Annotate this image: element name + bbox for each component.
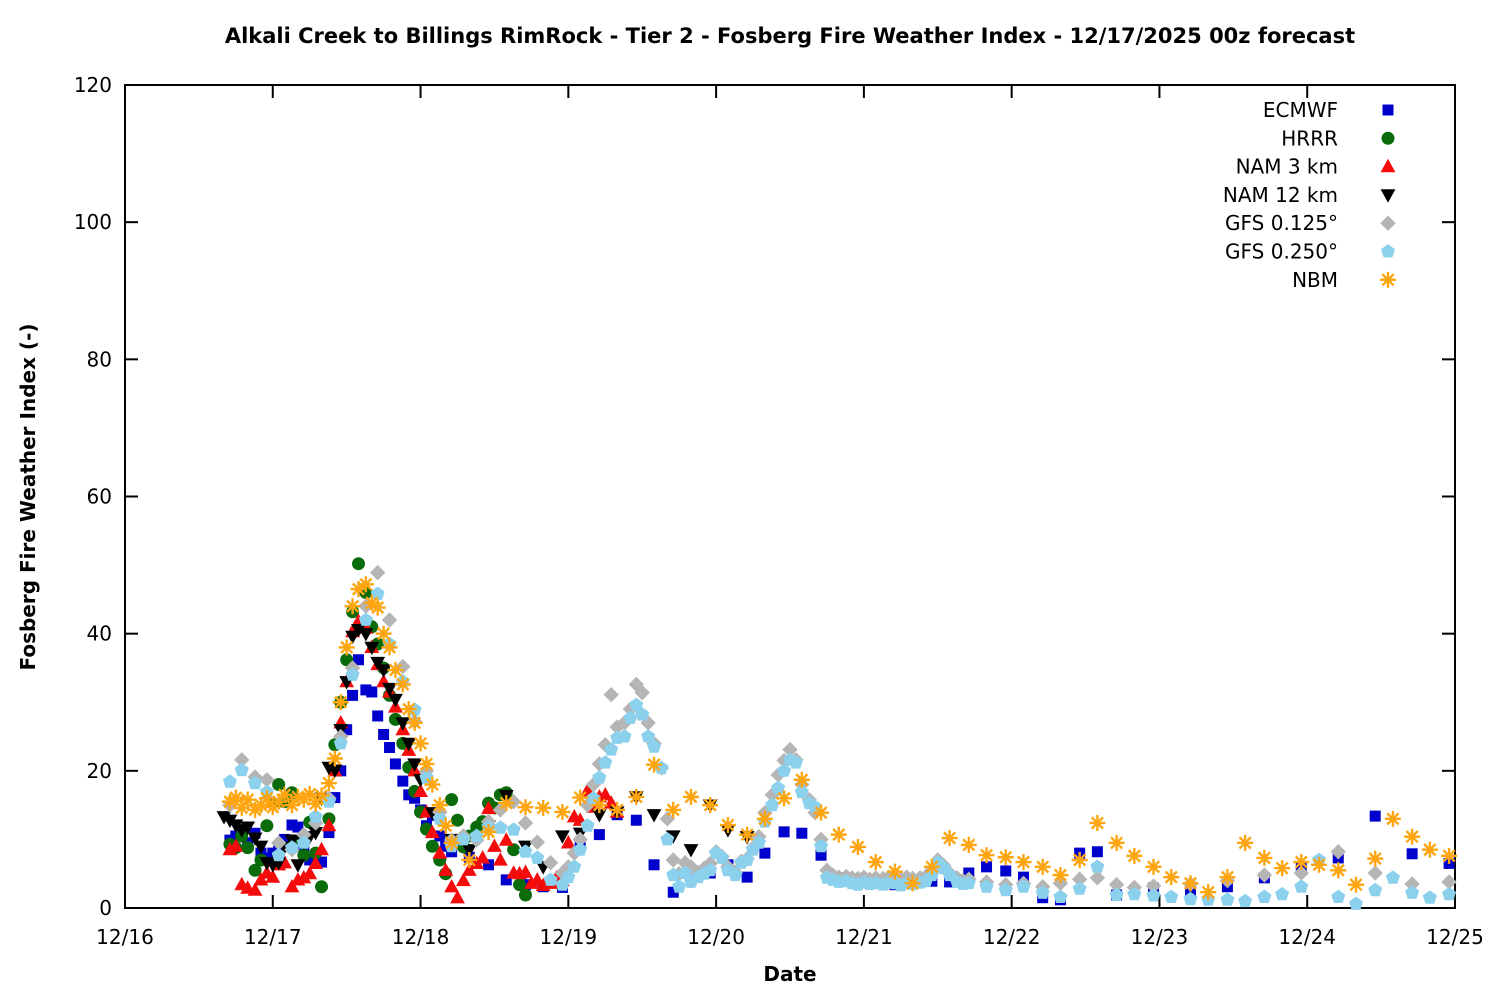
series-nbm	[221, 576, 1458, 901]
series-gfs-0-125	[222, 564, 1457, 896]
legend-entry-nam-3-km: NAM 3 km	[1236, 155, 1396, 179]
x-axis-ticks: 12/16 12/17 12/18 12/19 12/20 12/21 12/22 12/23…	[96, 85, 1484, 949]
x-tick-label: 12/17	[244, 925, 302, 949]
x-tick-label: 12/21	[835, 925, 893, 949]
y-tick-label: 40	[87, 622, 112, 646]
y-axis-ticks: 0 20 40 60 80 100 120	[74, 73, 1455, 920]
x-tick-label: 12/16	[96, 925, 154, 949]
chart-title: Alkali Creek to Billings RimRock - Tier …	[224, 24, 1356, 48]
legend-label-gfs-0-250: GFS 0.250°	[1225, 240, 1338, 264]
plot-frame	[124, 84, 1456, 909]
x-tick-label: 12/25	[1426, 925, 1484, 949]
y-tick-label: 80	[87, 347, 112, 371]
x-tick-label: 12/23	[1131, 925, 1189, 949]
legend-label-hrrr: HRRR	[1281, 126, 1338, 150]
legend-entry-gfs-0-250: GFS 0.250°	[1225, 240, 1395, 264]
legend-entry-nbm: NBM	[1292, 268, 1396, 292]
legend-label-nam-3-km: NAM 3 km	[1236, 155, 1338, 179]
x-tick-label: 12/19	[540, 925, 598, 949]
series-gfs-0-250	[222, 586, 1457, 910]
x-tick-label: 12/20	[687, 925, 745, 949]
series-ecmwf	[224, 654, 1455, 906]
legend: ECMWF HRRR NAM 3 km NAM 12 km GFS 0.125° GFS …	[1223, 98, 1396, 292]
y-tick-label: 100	[74, 210, 112, 234]
legend-entry-nam-12-km: NAM 12 km	[1223, 183, 1396, 207]
legend-label-nbm: NBM	[1292, 268, 1338, 292]
x-tick-label: 12/24	[1278, 925, 1336, 949]
legend-entry-gfs-0-125: GFS 0.125°	[1225, 211, 1396, 235]
legend-entry-ecmwf: ECMWF	[1263, 98, 1394, 122]
legend-label-ecmwf: ECMWF	[1263, 98, 1338, 122]
legend-label-nam-12-km: NAM 12 km	[1223, 183, 1338, 207]
y-tick-label: 0	[99, 896, 112, 920]
y-tick-label: 60	[87, 485, 112, 509]
y-tick-label: 20	[87, 759, 112, 783]
y-axis-label: Fosberg Fire Weather Index (-)	[16, 323, 40, 671]
legend-label-gfs-0-125: GFS 0.125°	[1225, 211, 1338, 235]
legend-entry-hrrr: HRRR	[1281, 126, 1395, 150]
x-tick-label: 12/18	[392, 925, 450, 949]
y-tick-label: 120	[74, 73, 112, 97]
x-tick-label: 12/22	[983, 925, 1041, 949]
x-axis-label: Date	[763, 962, 817, 986]
